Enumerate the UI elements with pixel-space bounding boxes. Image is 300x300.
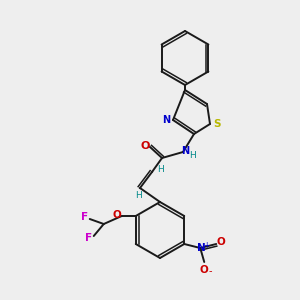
Text: H: H: [157, 164, 164, 173]
Text: F: F: [85, 233, 92, 243]
Text: O: O: [217, 237, 226, 247]
Text: N: N: [162, 115, 170, 125]
Text: O: O: [112, 210, 121, 220]
Text: H: H: [189, 152, 195, 160]
Text: F: F: [81, 212, 88, 222]
Text: N: N: [197, 243, 206, 253]
Text: O: O: [140, 141, 150, 151]
Text: H: H: [135, 190, 141, 200]
Text: S: S: [213, 119, 221, 129]
Text: N: N: [181, 146, 189, 156]
Text: +: +: [203, 241, 209, 250]
Text: O: O: [200, 265, 208, 275]
Text: -: -: [208, 266, 212, 276]
